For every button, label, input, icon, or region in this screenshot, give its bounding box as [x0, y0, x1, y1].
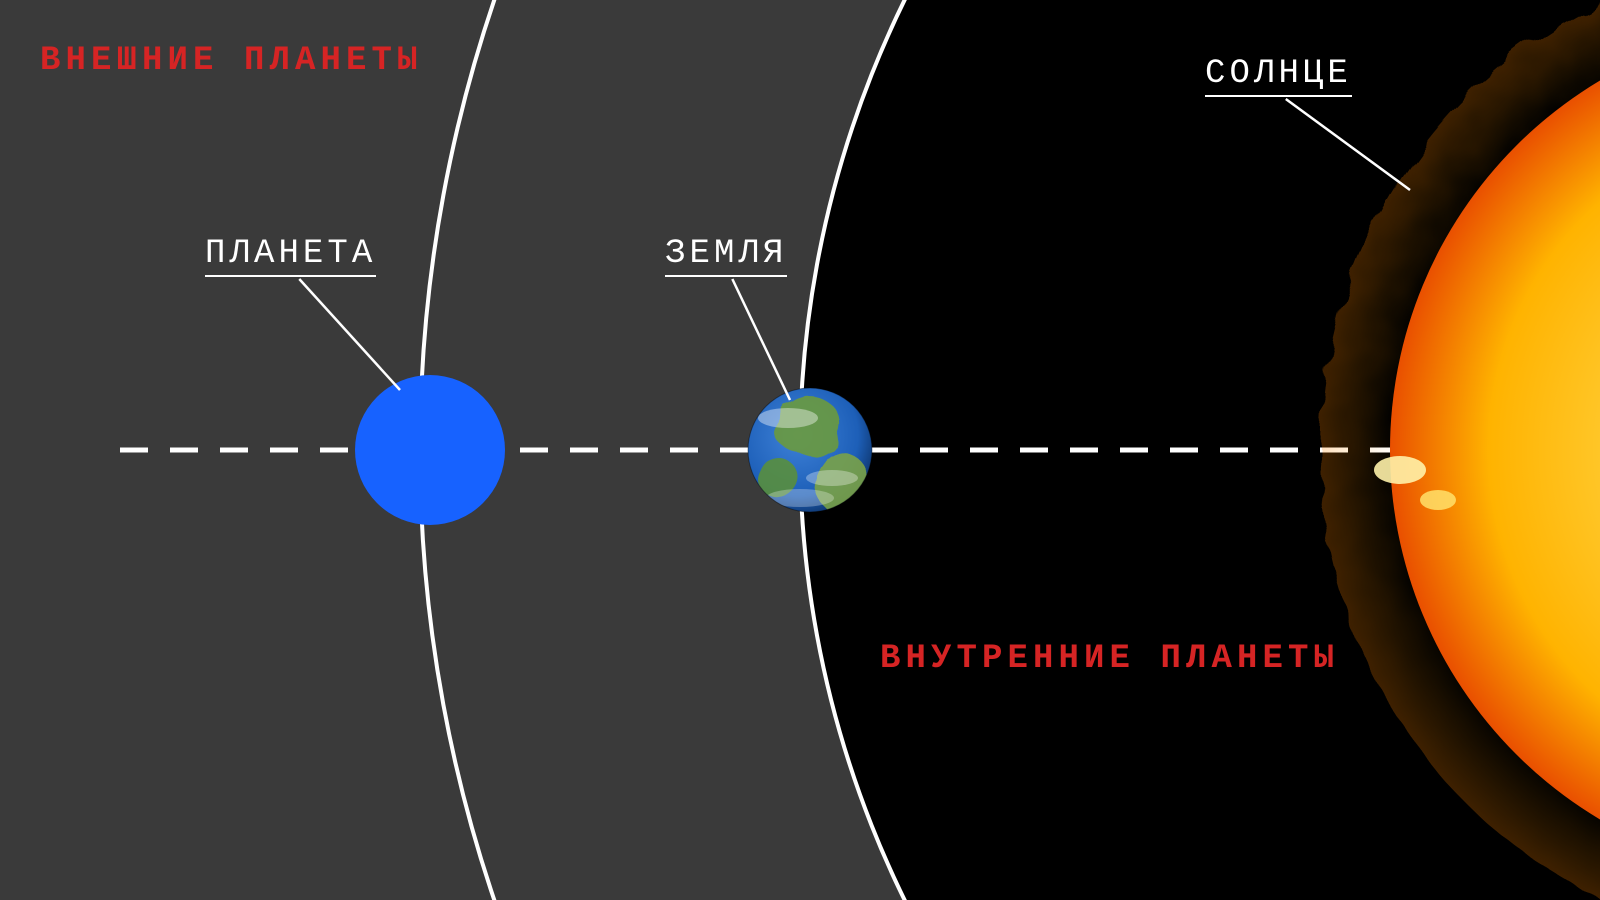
sun-flare	[1374, 456, 1426, 484]
outer-planets-label: ВНЕШНИЕ ПЛАНЕТЫ	[40, 42, 423, 80]
sun-flare	[1420, 490, 1456, 510]
earth-label: ЗЕМЛЯ	[665, 235, 787, 277]
diagram-stage: ВНЕШНИЕ ПЛАНЕТЫ ВНУТРЕННИЕ ПЛАНЕТЫ ПЛАНЕ…	[0, 0, 1600, 900]
planet-label: ПЛАНЕТА	[205, 235, 376, 277]
inner-planets-label: ВНУТРЕННИЕ ПЛАНЕТЫ	[880, 640, 1339, 678]
earth-body	[748, 388, 872, 513]
sun-label: СОЛНЦЕ	[1205, 55, 1352, 97]
diagram-svg	[0, 0, 1600, 900]
planet-body	[355, 375, 505, 525]
